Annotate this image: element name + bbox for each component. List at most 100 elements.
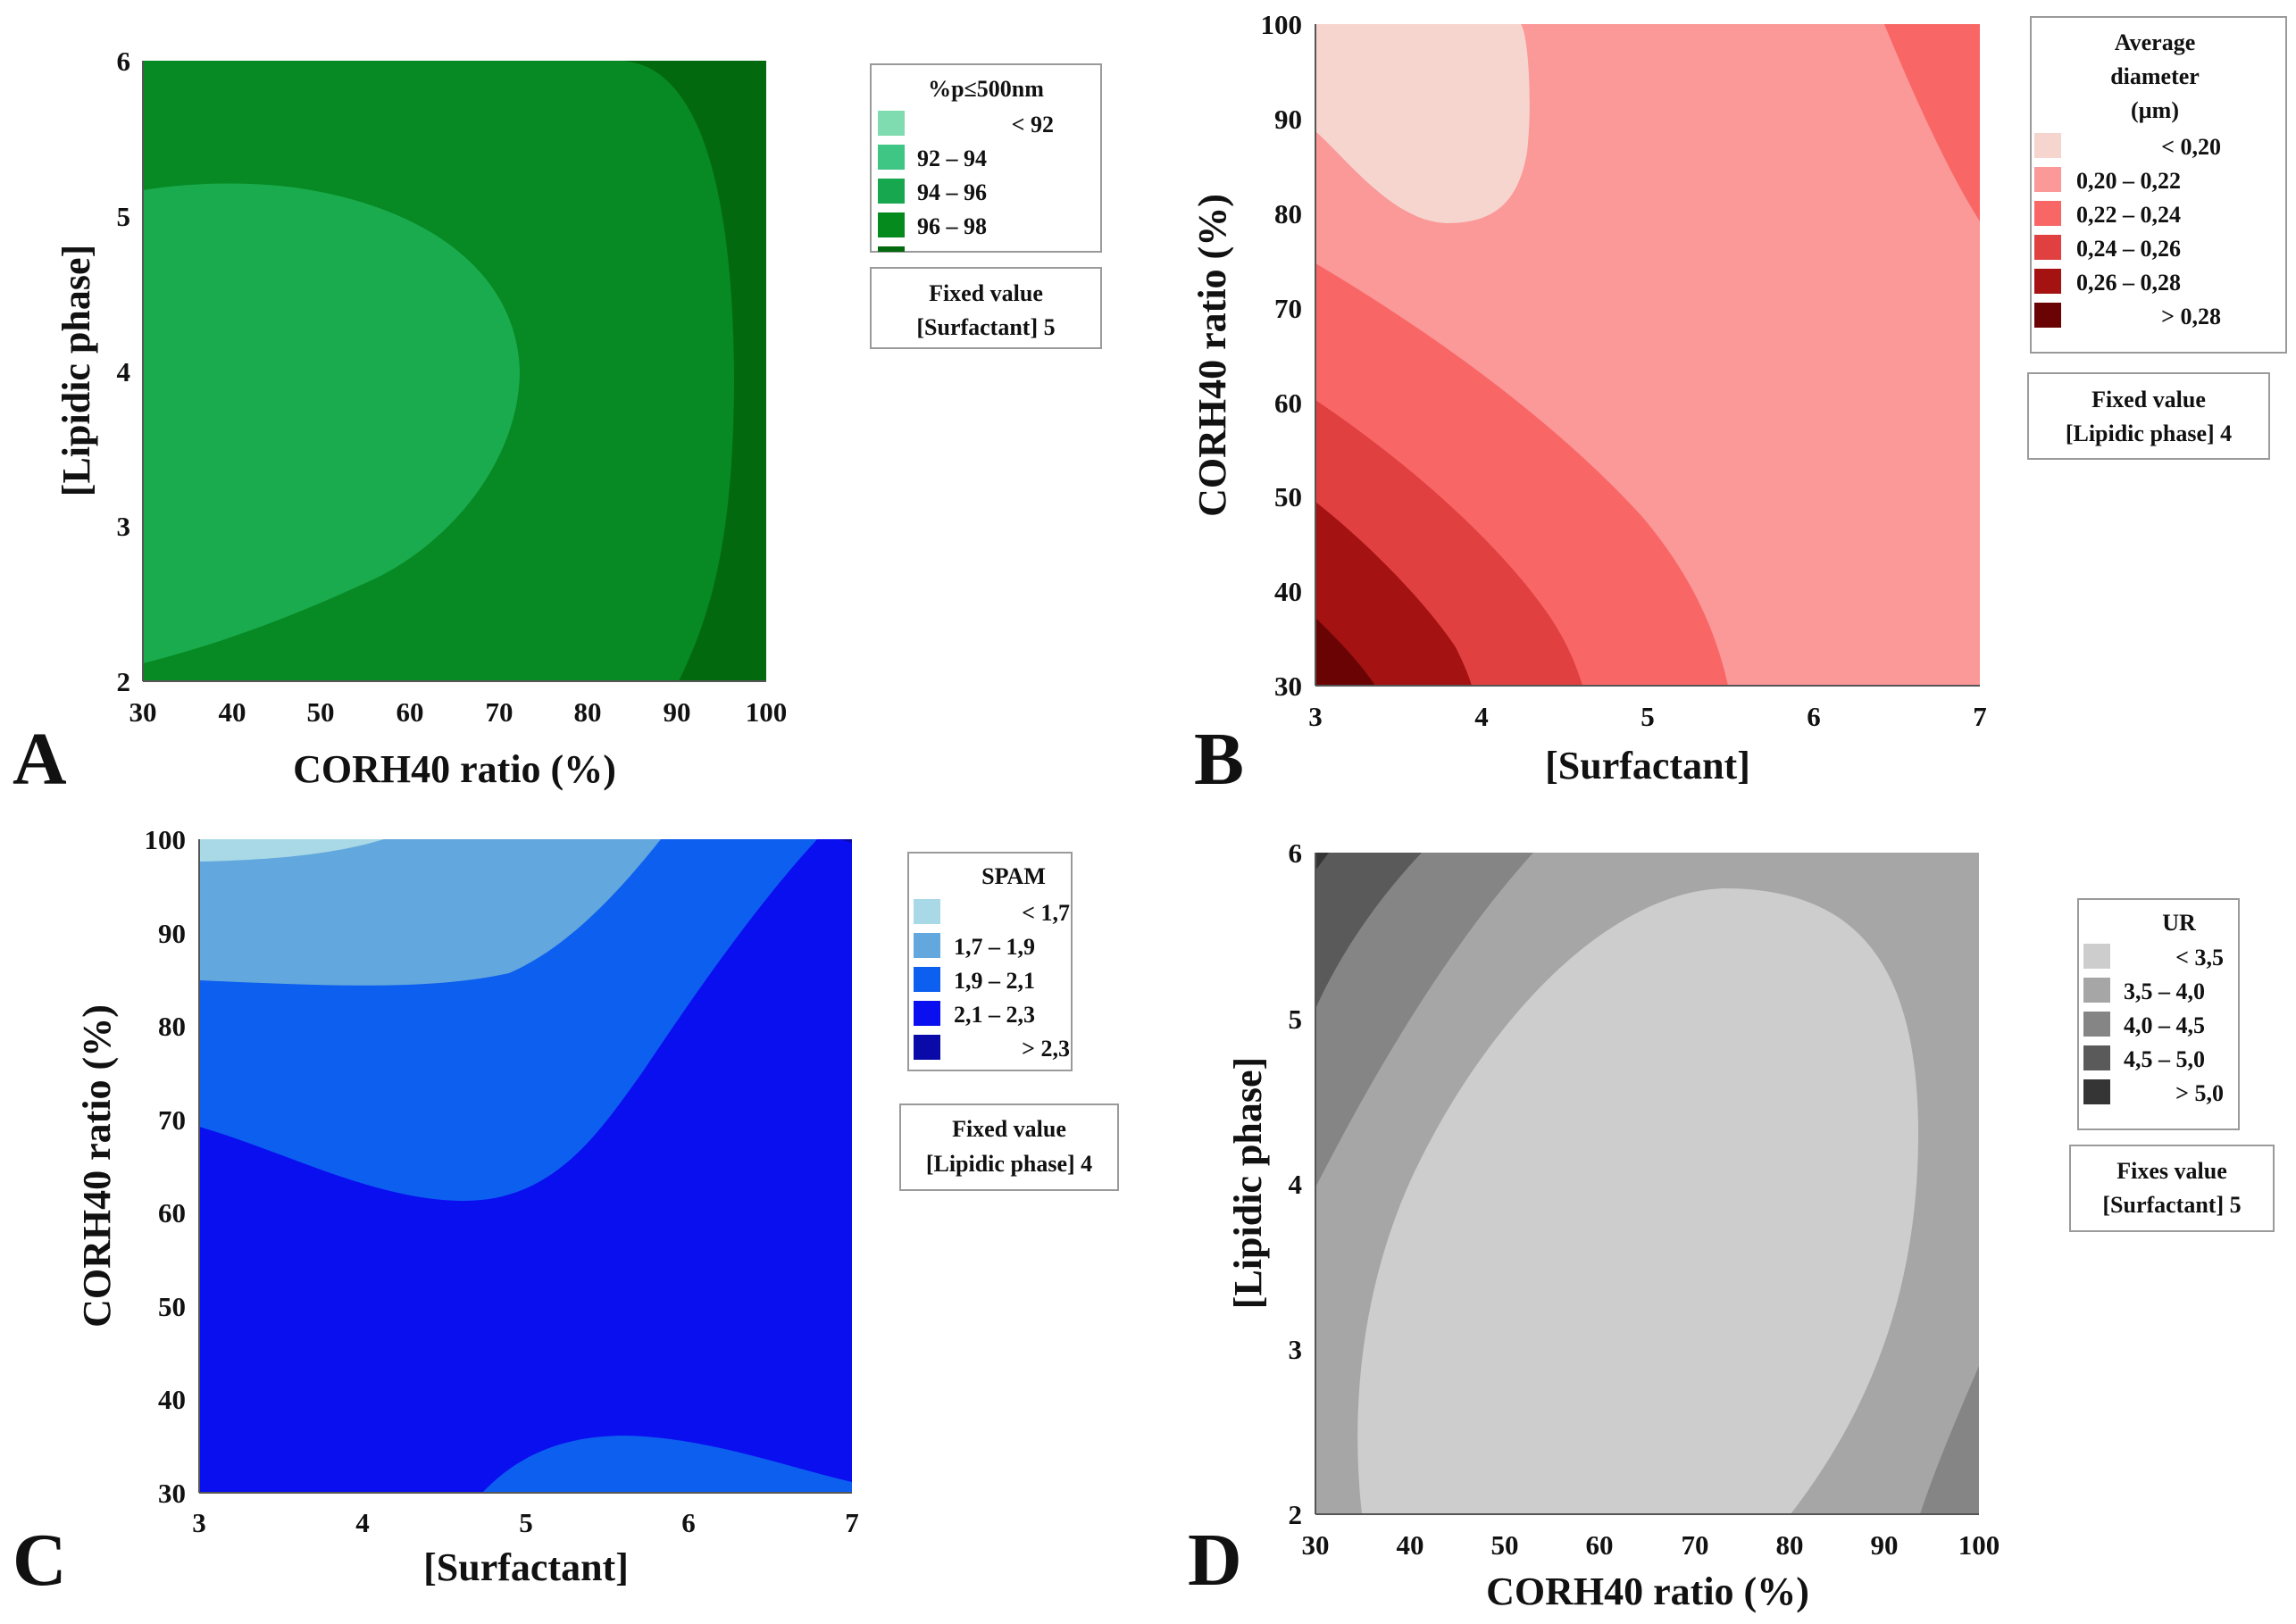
panel-d-region-40-45-br [1920,1366,1979,1514]
panel-a-y-tick: 4 [117,356,131,387]
panel-d-y-ticks: 2 3 4 5 6 [1289,837,1303,1530]
legend-label: 4,0 – 4,5 [2124,1012,2205,1038]
legend-swatch [2034,235,2061,260]
legend-label: 0,26 – 0,28 [2076,270,2181,296]
legend-swatch [914,1035,940,1060]
panel-c-y-ticks: 30 40 50 60 70 80 90 100 [145,824,187,1509]
legend-label: 1,7 – 1,9 [954,934,1035,960]
panel-b-y-tick: 30 [1274,670,1302,702]
panel-b-legend-title: diameter [2110,63,2200,89]
legend-swatch [914,1001,940,1026]
legend-label: 2,1 – 2,3 [954,1002,1035,1028]
panel-a-x-tick: 100 [746,696,788,728]
panel-a-legend: %p≤500nm < 92 92 – 94 94 – 96 96 – 98 [870,63,1102,253]
panel-d: 30 40 50 60 70 80 90 100 2 3 4 5 6 CORH4… [1188,837,2275,1613]
panel-d-x-tick: 80 [1776,1529,1804,1561]
panel-letter-a: A [13,718,67,801]
panel-b-y-tick: 80 [1274,198,1302,229]
legend-swatch [2034,303,2061,328]
legend-label: < 92 [1012,112,1054,137]
panel-b-y-tick: 60 [1274,387,1302,419]
panel-d-x-tick: 60 [1586,1529,1614,1561]
panel-d-x-tick: 90 [1871,1529,1899,1561]
panel-d-plot-area [1315,853,1979,1514]
legend-label: 1,9 – 2,1 [954,968,1035,994]
panel-d-x-tick: 100 [1958,1529,2000,1561]
panel-d-y-tick: 2 [1289,1499,1303,1530]
panel-b-region-gt-028 [1315,618,1375,686]
panel-d-y-tick: 5 [1289,1004,1303,1035]
panel-d-y-label: [Lipidic phase] [1226,1057,1270,1309]
legend-label: 0,20 – 0,22 [2076,168,2181,194]
panel-c-x-ticks: 3 4 5 6 7 [192,1507,859,1538]
panel-b-x-ticks: 3 4 5 6 7 [1308,701,1987,732]
panel-b-x-label: [Surfactant] [1545,744,1750,787]
panel-d-legend: UR < 3,5 3,5 – 4,0 4,0 – 4,5 4,5 – 5,0 >… [2077,898,2240,1130]
panel-c-legend: SPAM < 1,7 1,7 – 1,9 1,9 – 2,1 2,1 – 2,3… [907,852,1073,1071]
fixed-value-title: Fixes value [2116,1158,2227,1184]
panel-c-y-tick: 30 [158,1478,186,1509]
panel-a-x-tick: 80 [574,696,602,728]
panel-c-y-tick: 90 [158,918,186,949]
legend-label: 0,22 – 0,24 [2076,202,2181,228]
panel-c-region-gt-23 [839,839,852,843]
legend-swatch [878,179,905,204]
panel-a-x-tick: 60 [397,696,424,728]
panel-b: 3 4 5 6 7 30 40 50 60 70 80 90 100 [Surf… [1190,9,2287,801]
panel-a-region-light [143,183,520,663]
legend-label: 94 – 96 [917,179,987,205]
panel-d-fixed-value: Fixes value [Surfactant] 5 [2069,1145,2275,1232]
panel-a-y-tick: 2 [117,666,131,697]
legend-swatch [2034,167,2061,192]
legend-swatch [2034,269,2061,294]
panel-a-x-tick: 40 [219,696,246,728]
legend-label: > 5,0 [2175,1080,2224,1106]
panel-b-y-tick: 70 [1274,293,1302,324]
panel-d-y-tick: 4 [1289,1169,1303,1200]
panel-c-x-label: [Surfactant] [423,1545,629,1589]
panel-a-x-tick: 30 [129,696,157,728]
panel-a-x-tick: 70 [486,696,513,728]
legend-swatch [878,111,905,136]
panel-d-x-tick: 50 [1491,1529,1519,1561]
panel-c-y-tick: 100 [145,824,187,855]
panel-c-region-lt-17 [199,839,384,862]
panel-d-region-45-50 [1315,853,1422,1009]
panel-d-region-gt-50 [1315,853,1329,870]
panel-a: 30 40 50 60 70 80 90 100 2 3 4 5 6 CORH4… [13,46,1102,801]
fixed-value-text: [Surfactant] 5 [2102,1192,2241,1218]
panel-a-plot-area [143,61,766,681]
panel-d-region-lt-35 [1357,888,1919,1514]
panel-d-x-label: CORH40 ratio (%) [1486,1570,1809,1613]
panel-c-fixed-value: Fixed value [Lipidic phase] 4 [899,1103,1119,1191]
panel-d-x-tick: 70 [1682,1529,1709,1561]
panel-a-legend-title: %p≤500nm [928,76,1044,102]
legend-label: < 0,20 [2161,134,2221,160]
legend-swatch [878,145,905,170]
panel-b-y-tick: 40 [1274,576,1302,607]
panel-c-y-label: CORH40 ratio (%) [75,1004,119,1328]
panel-b-x-tick: 6 [1807,701,1821,732]
panel-c-region-17-19 [199,839,661,986]
panel-letter-b: B [1194,718,1244,801]
panel-a-y-tick: 5 [117,201,131,232]
panel-a-y-ticks: 2 3 4 5 6 [117,46,131,697]
panel-letter-d: D [1188,1519,1242,1602]
legend-swatch [2083,1012,2110,1037]
panel-d-x-ticks: 30 40 50 60 70 80 90 100 [1302,1529,2000,1561]
panel-d-x-tick: 30 [1302,1529,1330,1561]
panel-letter-c: C [13,1519,67,1602]
panel-d-x-tick: 40 [1397,1529,1424,1561]
legend-swatch [2083,1045,2110,1070]
panel-a-x-label: CORH40 ratio (%) [293,747,616,791]
legend-swatch [878,212,905,237]
fixed-value-title: Fixed value [952,1116,1066,1142]
panel-c-y-tick: 80 [158,1011,186,1042]
legend-swatch [914,933,940,958]
panel-d-y-tick: 3 [1289,1334,1303,1365]
legend-label: < 1,7 [1022,900,1070,926]
fixed-value-title: Fixed value [2091,387,2206,412]
panel-a-x-tick: 90 [664,696,691,728]
panel-b-x-tick: 3 [1308,701,1323,732]
